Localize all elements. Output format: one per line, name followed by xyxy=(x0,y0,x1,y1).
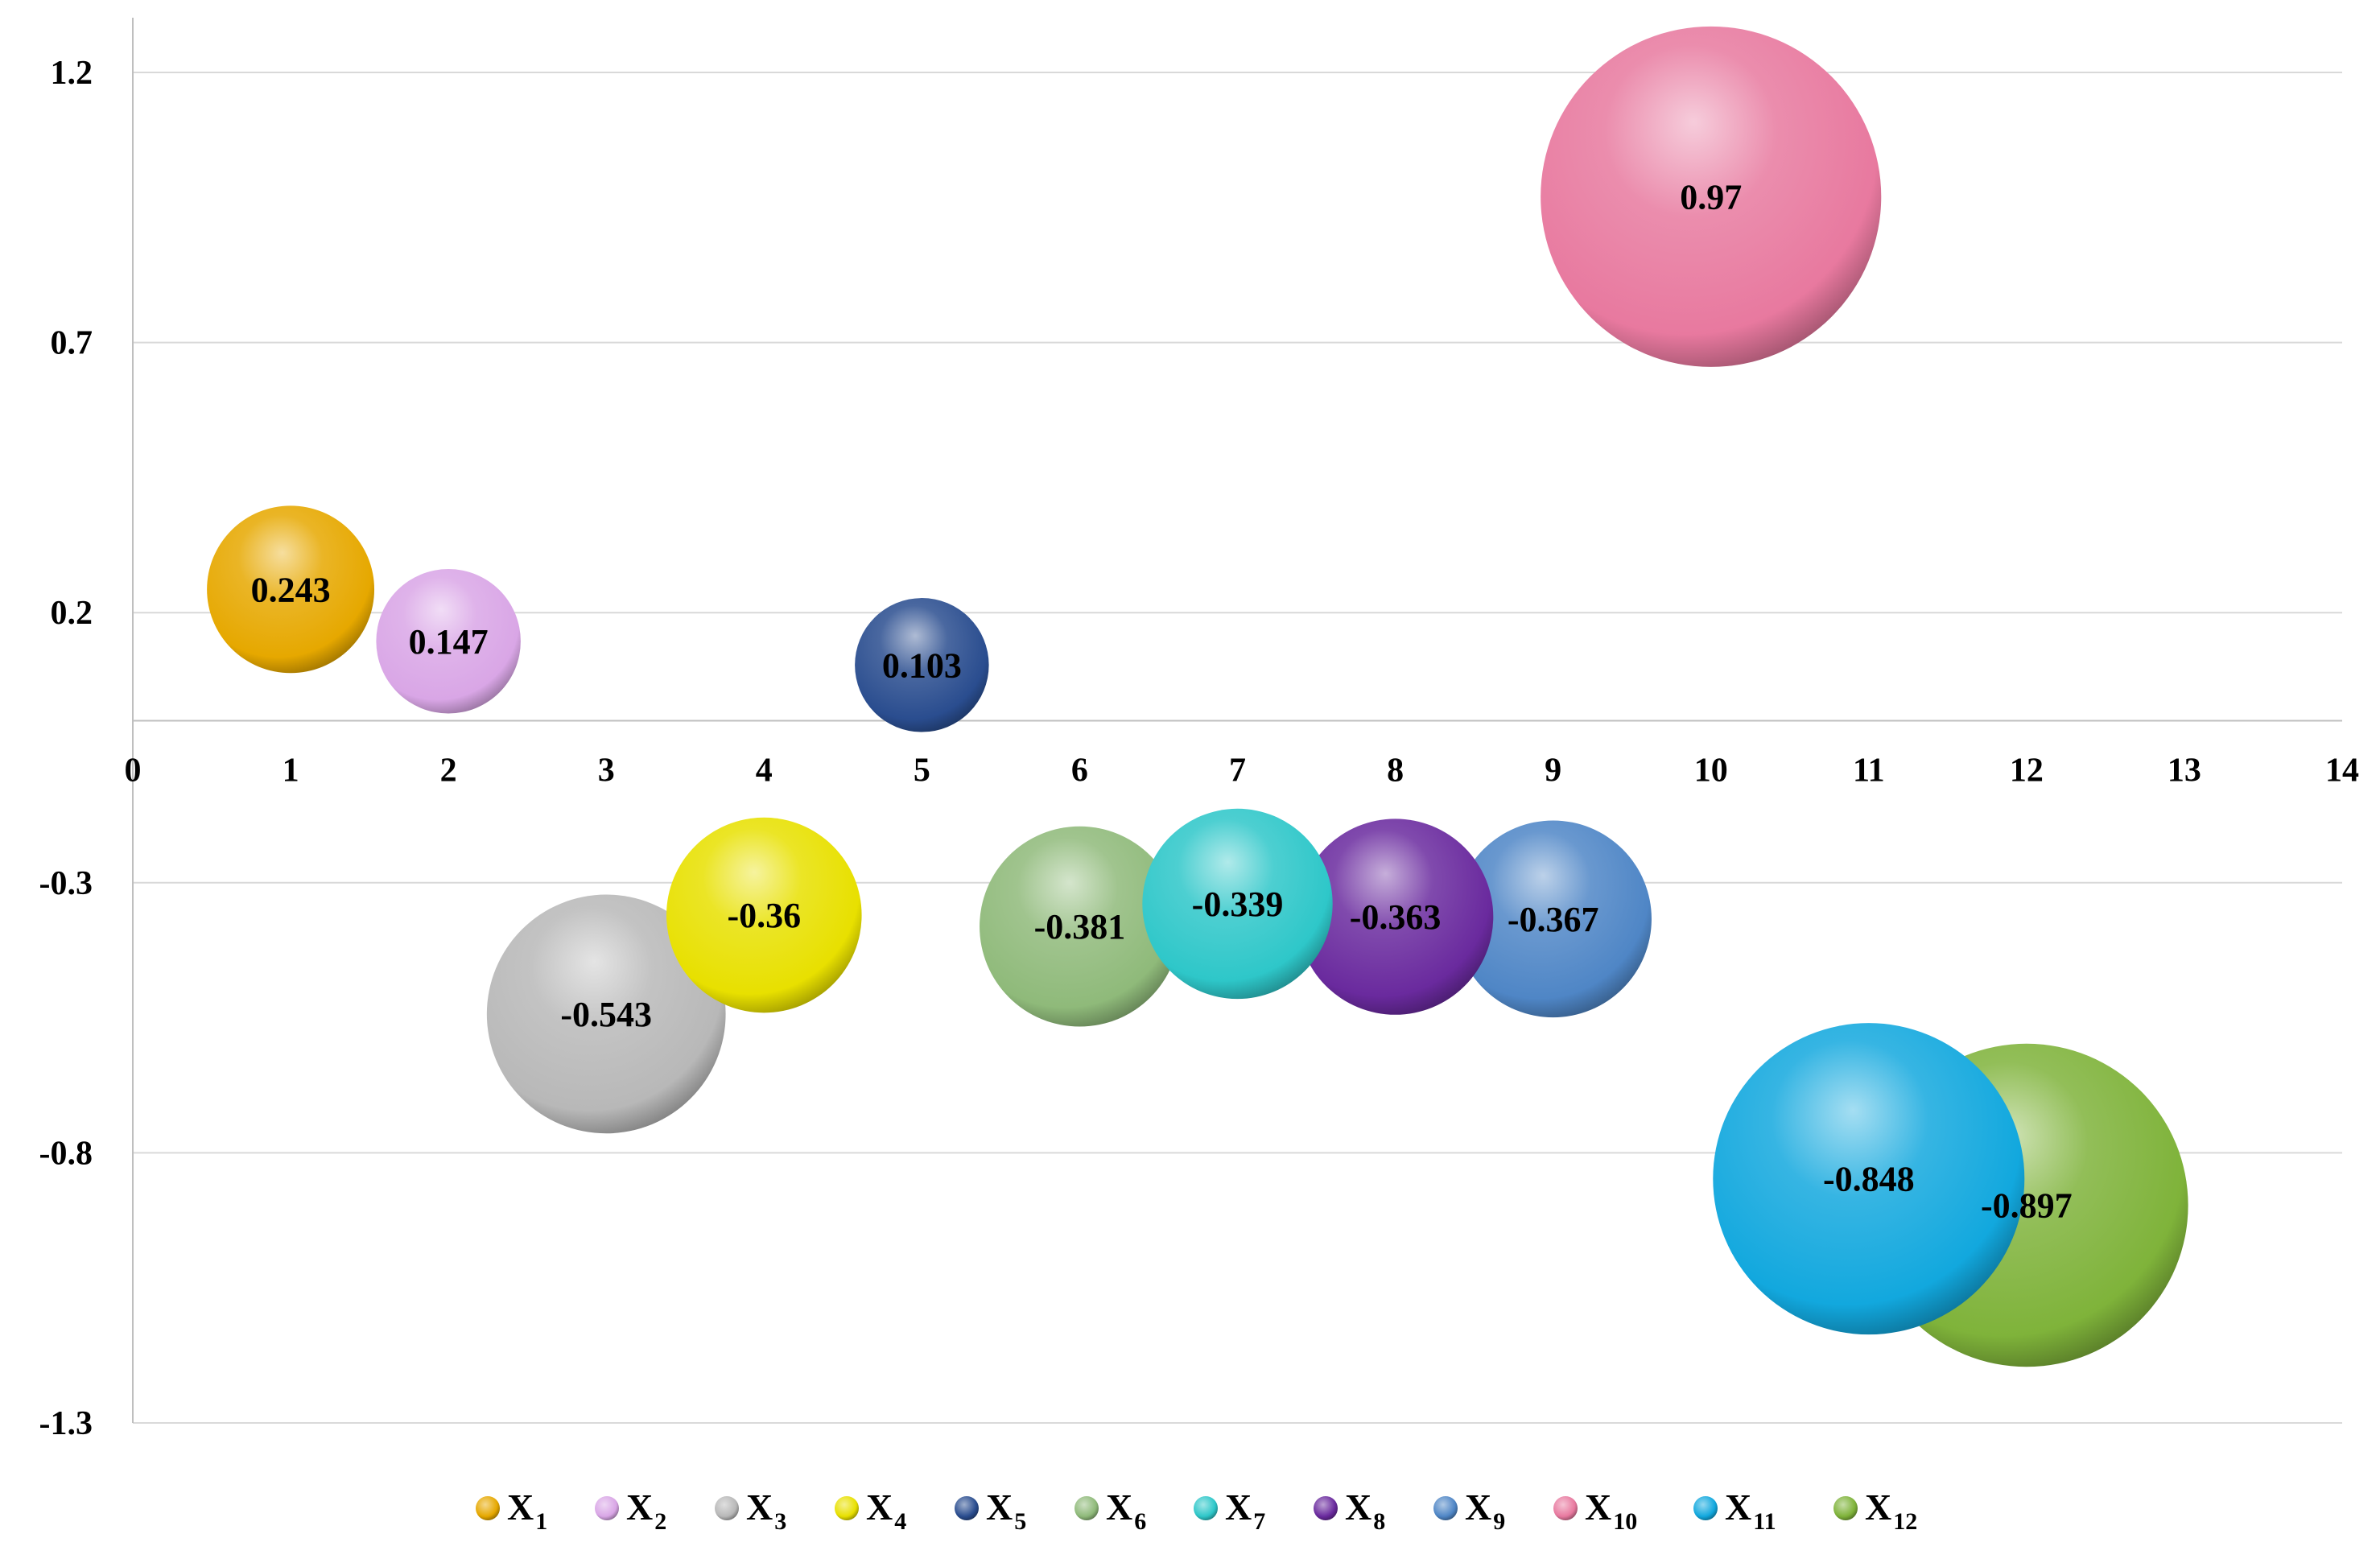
legend-marker-x9 xyxy=(1433,1496,1458,1520)
legend-marker-x12 xyxy=(1833,1496,1858,1520)
legend: X1 X2 X3 X4 X5 X6 X7 X8 X9 X10 X11 X12 xyxy=(476,1487,1917,1535)
x-tick-label: 14 xyxy=(2325,752,2359,789)
legend-marker-x11 xyxy=(1693,1496,1718,1520)
legend-entry-x5: X5 xyxy=(986,1487,1026,1535)
axes: 1.20.70.2-0.3-0.8-1.30 1 2 3 4 5 6 7 8 9 10 11 12 13 1… xyxy=(39,18,2359,1442)
x-tick-label: 12 xyxy=(2010,752,2044,789)
bubble-label-x2: 0.147 xyxy=(409,622,489,662)
x-tick-label: 8 xyxy=(1387,752,1404,789)
y-tick-label: -0.3 xyxy=(39,865,93,902)
legend-entry-x2: X2 xyxy=(626,1487,666,1535)
bubble-label-x7: -0.339 xyxy=(1192,885,1284,924)
bubble-label-x6: -0.381 xyxy=(1034,907,1126,946)
bubble-label-x1: 0.243 xyxy=(251,570,331,609)
legend-entry-x1: X1 xyxy=(507,1487,547,1535)
bubble-x5 xyxy=(855,598,989,732)
x-tick-label: 1 xyxy=(283,752,299,789)
bubble-x11 xyxy=(1713,1023,2025,1335)
bubble-x4 xyxy=(666,817,862,1013)
legend-marker-x5 xyxy=(955,1496,979,1520)
x-tick-label: 7 xyxy=(1229,752,1246,789)
y-tick-label: 0.7 xyxy=(51,325,93,362)
legend-entry-x10: X10 xyxy=(1585,1487,1637,1535)
x-tick-label: 5 xyxy=(914,752,930,789)
bubble-label-x5: 0.103 xyxy=(882,645,962,685)
legend-marker-x2 xyxy=(595,1496,619,1520)
bubble-label-x3: -0.543 xyxy=(560,995,652,1034)
bubble-x1 xyxy=(207,505,375,674)
bubble-label-x10: 0.97 xyxy=(1680,177,1742,216)
bubble-x9 xyxy=(1454,820,1652,1018)
legend-marker-x10 xyxy=(1553,1496,1578,1520)
x-tick-label: 4 xyxy=(756,752,773,789)
bubble-x3 xyxy=(486,894,726,1134)
legend-marker-x4 xyxy=(835,1496,859,1520)
x-tick-label: 9 xyxy=(1545,752,1561,789)
legend-marker-x7 xyxy=(1194,1496,1218,1520)
bubble-label-x12: -0.897 xyxy=(1981,1186,2073,1226)
y-tick-label: 0.2 xyxy=(51,595,93,632)
bubble-x6 xyxy=(980,826,1180,1027)
legend-marker-x3 xyxy=(715,1496,739,1520)
legend-entry-x9: X9 xyxy=(1465,1487,1505,1535)
y-tick-label: -1.3 xyxy=(39,1405,93,1442)
legend-marker-x8 xyxy=(1314,1496,1338,1520)
bubble-label-x4: -0.36 xyxy=(727,896,801,935)
x-tick-label: 10 xyxy=(1694,752,1728,789)
y-tick-label: 1.2 xyxy=(51,55,93,92)
x-tick-label: 2 xyxy=(440,752,457,789)
bubble-label-x8: -0.363 xyxy=(1350,897,1442,937)
legend-entry-x8: X8 xyxy=(1345,1487,1385,1535)
legend-entry-x11: X11 xyxy=(1725,1487,1776,1535)
bubbles: 0.243 0.147 -0.543 -0.36 0.103 -0.381 -0.339 -0… xyxy=(207,26,2188,1367)
y-tick-label: -0.8 xyxy=(39,1135,93,1172)
bubble-x7 xyxy=(1142,808,1333,1000)
legend-marker-x1 xyxy=(476,1496,500,1520)
legend-entry-x3: X3 xyxy=(746,1487,786,1535)
bubble-x2 xyxy=(376,569,521,714)
bubble-x10 xyxy=(1541,26,1882,367)
legend-entry-x7: X7 xyxy=(1225,1487,1265,1535)
x-tick-label: 13 xyxy=(2168,752,2201,789)
bubble-x8 xyxy=(1297,819,1494,1015)
legend-entry-x12: X12 xyxy=(1865,1487,1917,1535)
bubble-label-x9: -0.367 xyxy=(1508,900,1599,939)
legend-marker-x6 xyxy=(1075,1496,1099,1520)
x-tick-label: 11 xyxy=(1853,752,1885,789)
x-tick-label: 0 xyxy=(125,752,142,789)
legend-entry-x4: X4 xyxy=(866,1487,906,1535)
legend-entry-x6: X6 xyxy=(1106,1487,1146,1535)
x-tick-label: 3 xyxy=(598,752,615,789)
x-tick-label: 6 xyxy=(1071,752,1088,789)
bubble-label-x11: -0.848 xyxy=(1823,1160,1915,1199)
